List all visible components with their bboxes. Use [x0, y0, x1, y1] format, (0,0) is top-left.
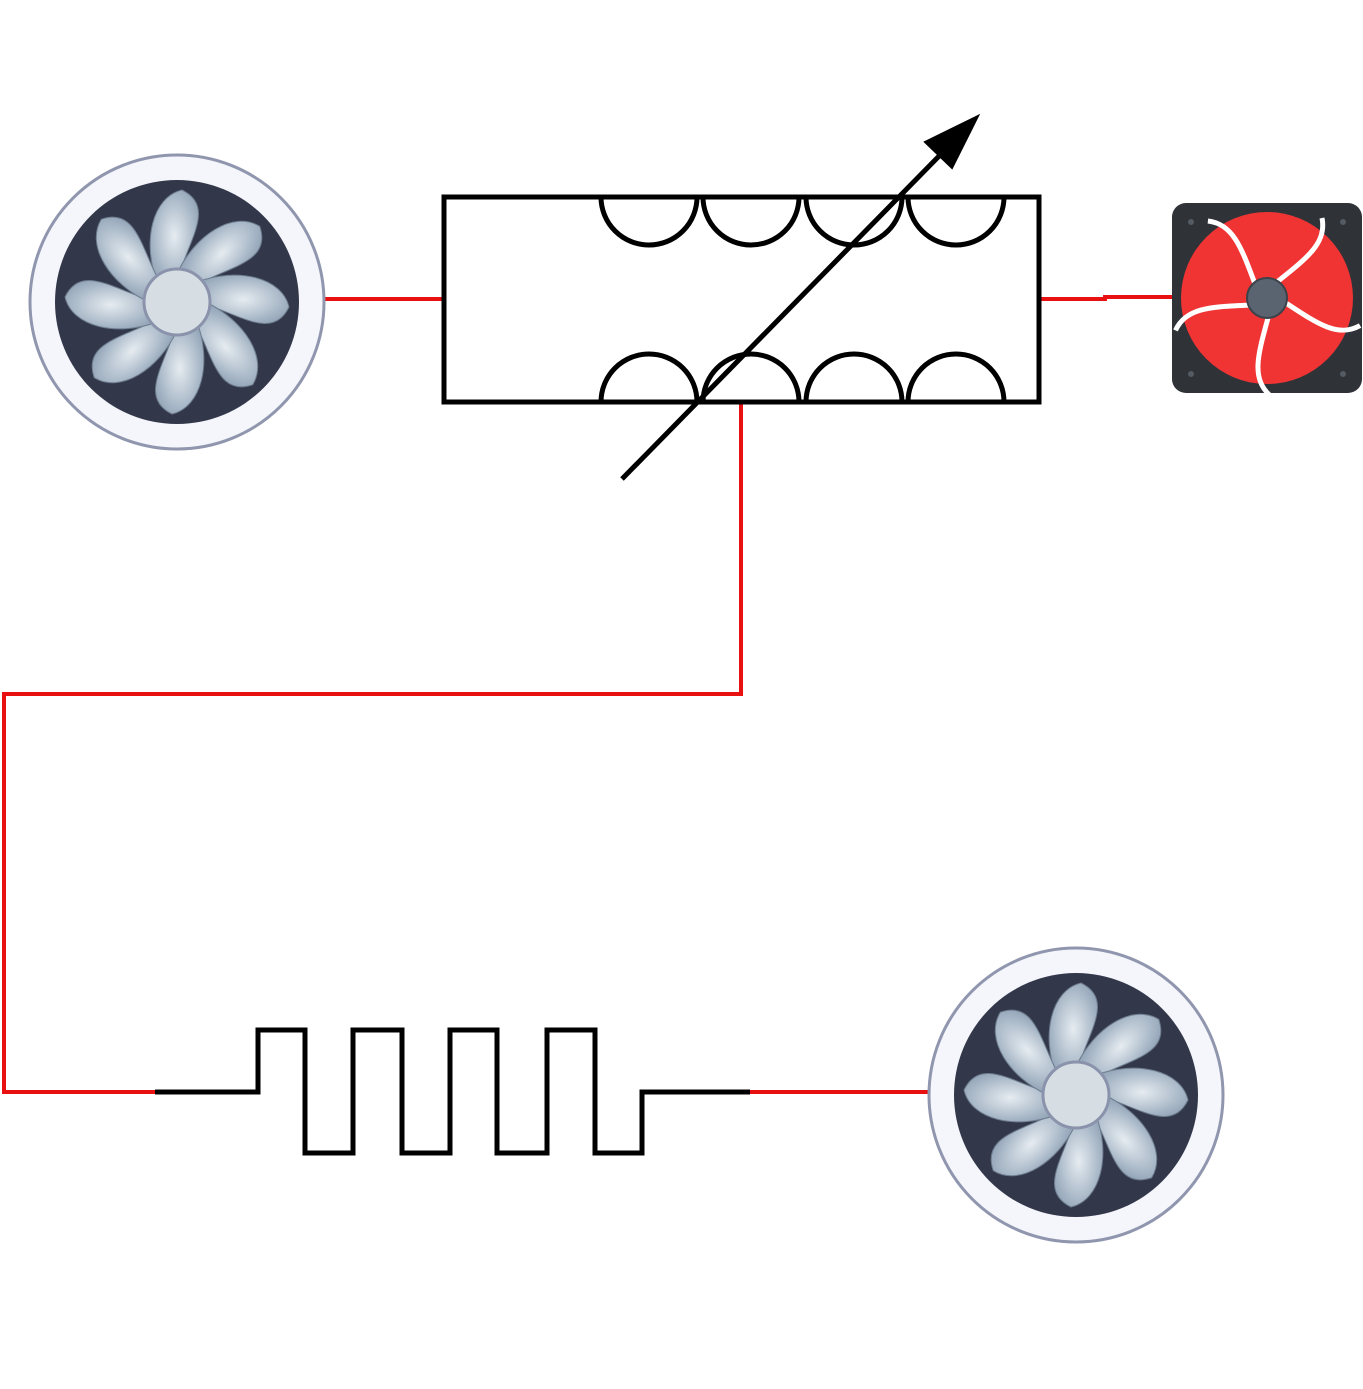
resistor-icon	[155, 1027, 750, 1156]
variable-transformer-icon	[441, 194, 1042, 405]
fan-bottom	[927, 946, 1225, 1244]
fan-left	[28, 153, 326, 451]
variable-transformer	[441, 113, 1042, 481]
upper-coils	[598, 196, 1007, 248]
wire-transformer-to-fan-right	[1039, 295, 1173, 301]
fan-icon	[28, 153, 326, 451]
fan-right	[1172, 203, 1362, 397]
fan-icon	[1172, 203, 1362, 397]
lower-coils	[598, 351, 1007, 403]
fan-icon	[927, 946, 1225, 1244]
wires	[2, 295, 1173, 1094]
wire-transformer-to-resistor	[2, 402, 743, 1094]
resistor	[155, 1027, 750, 1156]
adjust-arrow-shaft	[620, 148, 947, 481]
adjust-arrow-head	[923, 113, 981, 170]
